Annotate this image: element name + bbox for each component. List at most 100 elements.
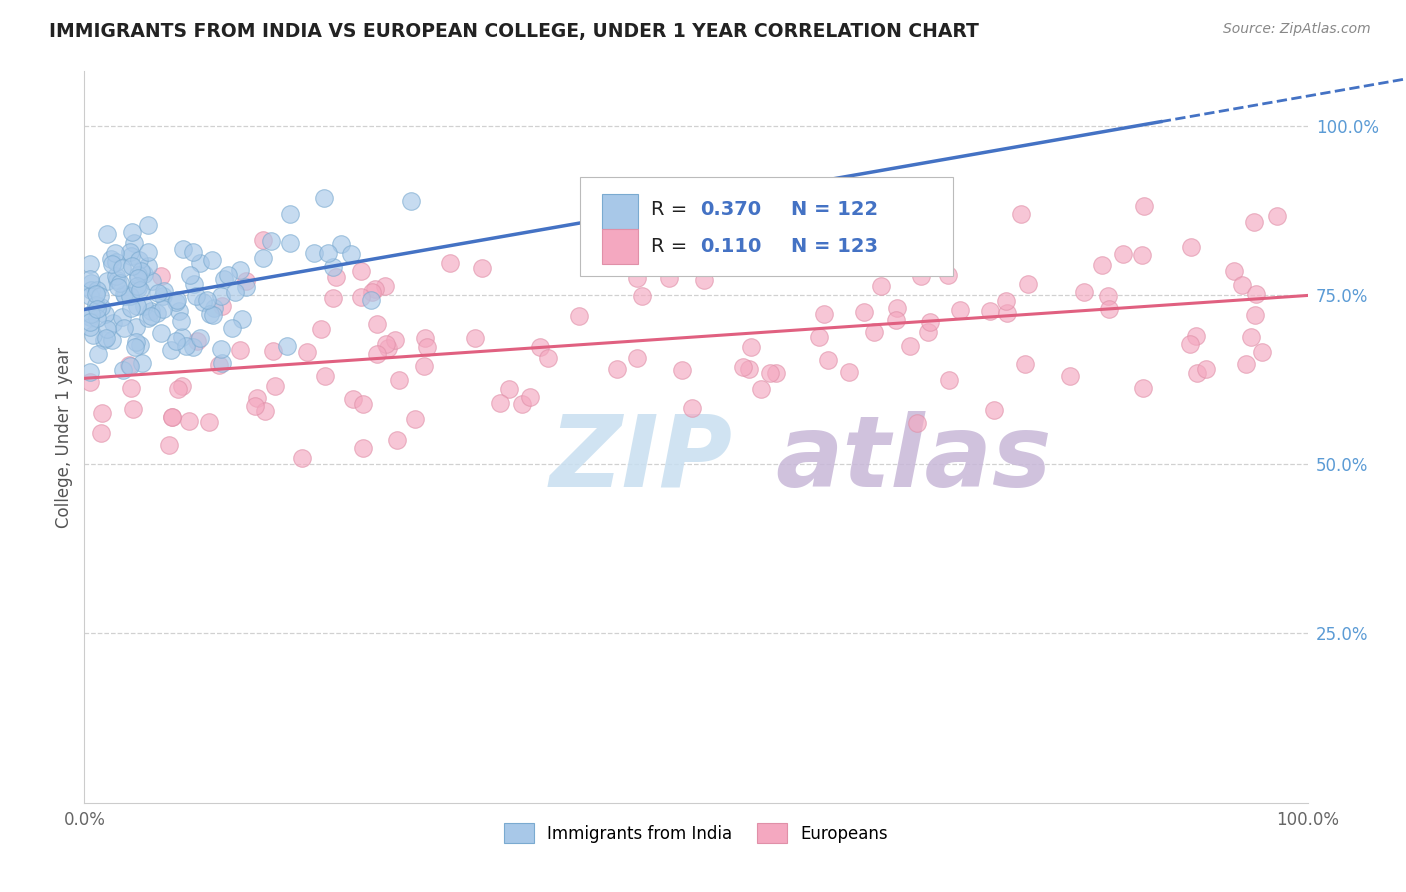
Point <box>86 301 108 316</box>
Point <box>229 263 252 277</box>
Point <box>870 279 893 293</box>
Point <box>124 340 146 354</box>
Point <box>159 343 181 357</box>
Point <box>188 331 211 345</box>
Point <box>132 299 155 313</box>
Point <box>157 438 180 452</box>
Point <box>84 286 107 301</box>
Point <box>129 338 152 352</box>
Point <box>1132 381 1154 395</box>
Text: 0.110: 0.110 <box>700 237 761 256</box>
Point <box>152 302 174 317</box>
Point <box>838 365 860 379</box>
Point <box>183 277 205 291</box>
Point <box>127 268 149 282</box>
Point <box>139 310 162 324</box>
Point <box>568 309 591 323</box>
Point <box>94 331 117 345</box>
Point <box>252 233 274 247</box>
Point <box>349 264 371 278</box>
Point <box>366 318 388 332</box>
Point <box>146 306 169 320</box>
Text: 0.370: 0.370 <box>700 200 761 219</box>
Point <box>276 339 298 353</box>
Point <box>1195 361 1218 376</box>
Point <box>100 252 122 267</box>
Point <box>86 311 108 326</box>
Point <box>128 253 150 268</box>
Point <box>166 293 188 307</box>
Point <box>360 293 382 308</box>
Point <box>131 356 153 370</box>
Point <box>671 362 693 376</box>
Point <box>235 275 257 289</box>
Point <box>731 359 754 374</box>
Point <box>1130 248 1153 262</box>
Point <box>127 278 149 293</box>
Point <box>342 392 364 407</box>
Point <box>96 274 118 288</box>
Point <box>797 259 820 273</box>
Point <box>253 404 276 418</box>
Point <box>90 300 112 314</box>
Point <box>79 257 101 271</box>
Point <box>807 329 830 343</box>
Point <box>314 368 336 383</box>
Text: N = 123: N = 123 <box>792 237 879 256</box>
Point <box>209 289 232 303</box>
Point <box>1244 308 1267 322</box>
Point <box>886 312 908 326</box>
Point <box>995 306 1018 320</box>
Point <box>114 289 136 303</box>
Point <box>201 253 224 268</box>
Point <box>79 310 101 324</box>
Point <box>489 395 512 409</box>
Point <box>125 335 148 350</box>
Point <box>112 321 135 335</box>
Point <box>413 331 436 345</box>
Point <box>127 271 149 285</box>
Point <box>243 399 266 413</box>
Point <box>125 299 148 313</box>
Point <box>120 359 142 373</box>
Point <box>152 289 174 303</box>
Point <box>995 293 1018 308</box>
Point <box>898 339 921 353</box>
Point <box>149 269 172 284</box>
Point <box>153 285 176 299</box>
FancyBboxPatch shape <box>579 178 953 277</box>
Point <box>918 315 941 329</box>
Point <box>322 291 344 305</box>
Point <box>212 272 235 286</box>
Point <box>1185 328 1208 343</box>
Point <box>813 307 835 321</box>
Point <box>195 293 218 307</box>
Point <box>120 249 142 263</box>
Point <box>170 379 193 393</box>
Point <box>917 325 939 339</box>
Point <box>186 334 208 348</box>
Point <box>385 434 408 448</box>
Point <box>105 272 128 286</box>
Point <box>221 320 243 334</box>
Point <box>229 343 252 358</box>
Point <box>79 319 101 334</box>
Point <box>1251 344 1274 359</box>
Point <box>181 244 204 259</box>
Point <box>910 269 932 284</box>
Point <box>136 245 159 260</box>
Point <box>1073 285 1095 299</box>
Point <box>416 340 439 354</box>
Point <box>235 280 257 294</box>
Point <box>193 295 215 310</box>
Point <box>862 326 884 340</box>
Point <box>1178 337 1201 351</box>
Point <box>817 353 839 368</box>
Point <box>217 268 239 282</box>
Point <box>374 278 396 293</box>
Point <box>738 361 761 376</box>
Point <box>104 255 127 269</box>
Point <box>80 276 103 290</box>
Point <box>606 362 628 376</box>
Point <box>464 331 486 345</box>
